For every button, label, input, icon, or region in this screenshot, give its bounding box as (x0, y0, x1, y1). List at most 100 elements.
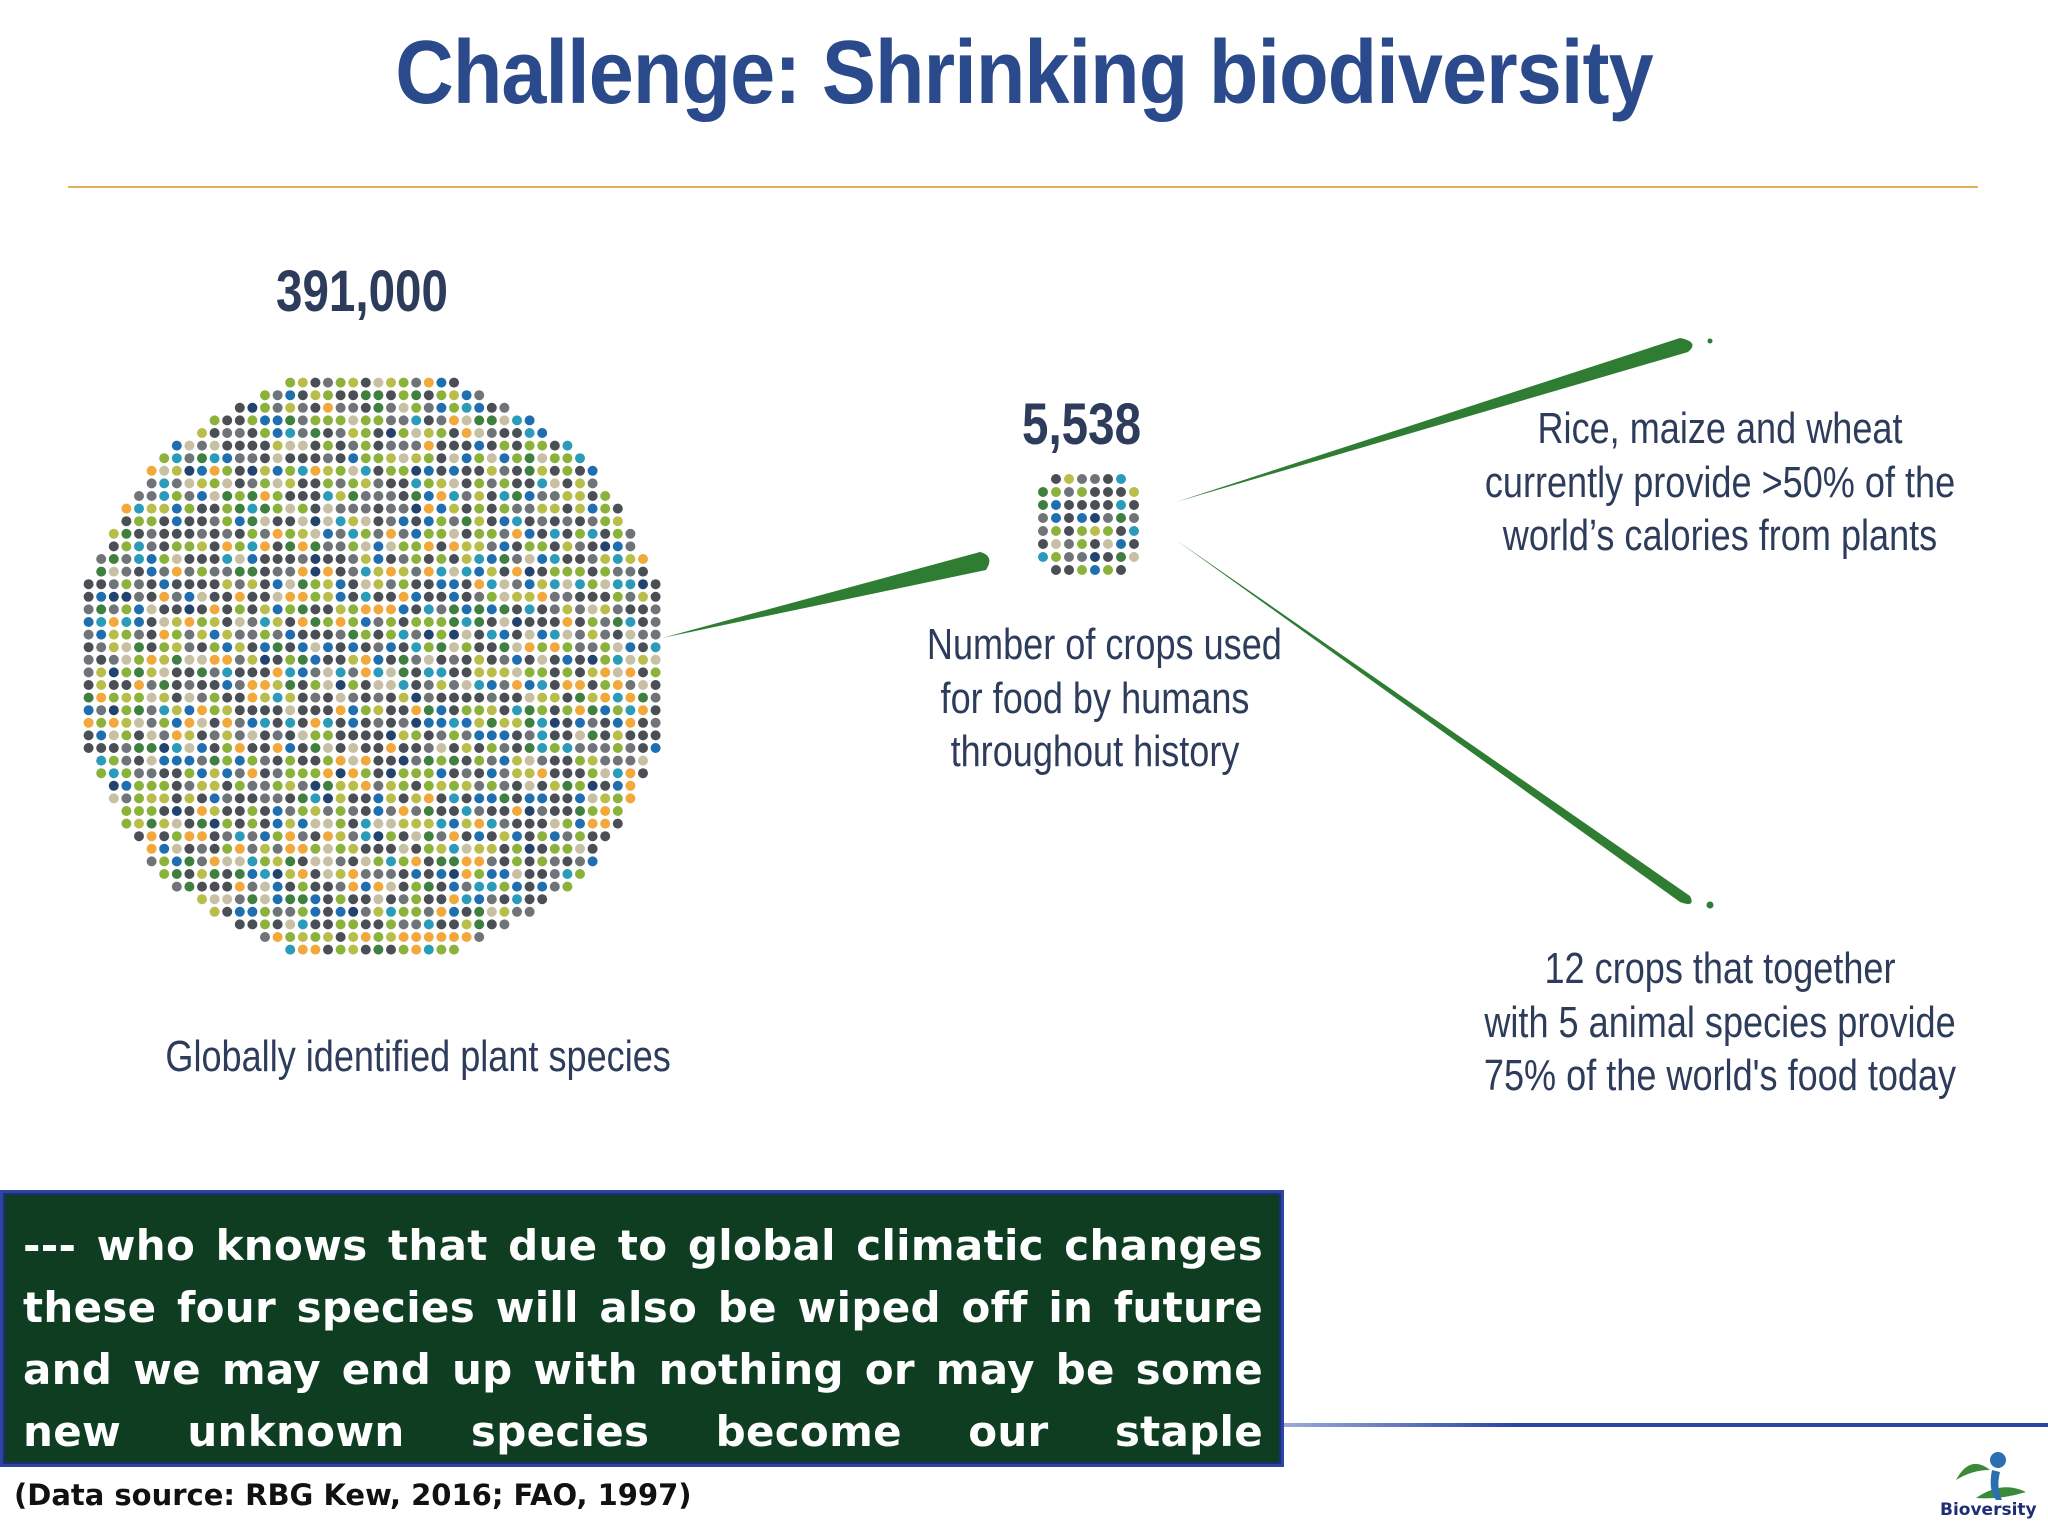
plant-species-dot (474, 856, 485, 867)
plant-species-dot (323, 554, 333, 564)
plant-species-dot (461, 755, 472, 766)
plant-species-dot (247, 755, 258, 766)
plant-species-dot (549, 629, 560, 640)
plant-species-dot (134, 793, 144, 804)
plant-species-dot (272, 516, 283, 527)
plant-species-dot (197, 856, 207, 867)
plant-species-dot (549, 554, 560, 564)
plant-species-dot (587, 743, 598, 753)
food-crops-dot (1038, 487, 1048, 497)
plant-species-dot (612, 793, 623, 804)
plant-species-dot (146, 554, 157, 564)
plant-species-dot (310, 944, 321, 955)
plant-species-dot (209, 566, 220, 577)
plant-species-dot (537, 806, 548, 816)
plant-species-dot (549, 478, 560, 489)
plant-species-dot (575, 491, 585, 501)
plant-species-dot (360, 856, 371, 867)
plant-species-dot (386, 869, 396, 879)
plant-species-dot (222, 541, 233, 552)
connector-leaf-plants-to-crops (662, 552, 990, 638)
plant-species-dot (335, 705, 346, 716)
plant-species-dot (512, 881, 522, 892)
plant-species-dot (146, 591, 157, 602)
plant-species-dot (310, 768, 321, 779)
food-crops-dot (1103, 552, 1113, 562)
plant-species-dot (436, 730, 447, 741)
plant-species-dot (575, 743, 585, 753)
plant-species-dot (436, 579, 447, 590)
plant-species-dot (297, 377, 308, 388)
plant-species-dot (461, 881, 472, 892)
plant-species-dot (474, 591, 485, 602)
page-title: Challenge: Shrinking biodiversity (395, 23, 1653, 123)
plant-species-dot (335, 831, 346, 842)
plant-species-dot (121, 780, 132, 791)
plant-species-dot (297, 617, 308, 627)
plant-species-dot (134, 591, 144, 602)
plant-species-dot (449, 768, 459, 779)
plant-species-dot (348, 831, 359, 842)
plant-species-dot (360, 881, 371, 892)
plant-species-dot (600, 604, 611, 615)
plant-species-dot (360, 554, 371, 564)
plant-species-dot (524, 642, 535, 653)
plant-species-dot (524, 541, 535, 552)
plant-species-dot (108, 692, 119, 703)
plant-species-dot (461, 768, 472, 779)
plant-species-dot (285, 881, 296, 892)
plant-species-dot (209, 843, 220, 854)
plant-species-dot (184, 780, 195, 791)
plant-species-dot (562, 881, 573, 892)
plant-species-dot (234, 806, 245, 816)
plant-species-dot (260, 793, 270, 804)
plant-species-dot (562, 554, 573, 564)
plant-species-dot (575, 667, 585, 678)
plant-species-dot (398, 629, 409, 640)
plant-species-dot (171, 453, 182, 464)
food-crops-dot (1116, 552, 1126, 562)
plant-species-dot (587, 680, 598, 690)
plant-species-dot (146, 642, 157, 653)
plant-species-dot (537, 629, 548, 640)
plant-species-dot (612, 768, 623, 779)
plant-species-dot (461, 491, 472, 501)
plant-species-dot (423, 528, 434, 539)
plant-species-dot (197, 541, 207, 552)
plant-species-dot (499, 440, 510, 451)
plant-species-dot (285, 642, 296, 653)
plant-species-dot (209, 478, 220, 489)
plant-species-dot (512, 906, 522, 917)
plant-species-dot (335, 881, 346, 892)
plant-species-dot (411, 680, 422, 690)
plant-species-dot (184, 604, 195, 615)
plant-species-dot (260, 503, 270, 514)
plant-species-dot (310, 806, 321, 816)
plant-species-dot (209, 516, 220, 527)
plant-species-dot (461, 541, 472, 552)
plant-species-dot (222, 894, 233, 905)
plant-species-dot (234, 717, 245, 728)
plant-species-dot (423, 642, 434, 653)
plant-species-dot (486, 591, 497, 602)
plant-species-dot (486, 780, 497, 791)
plant-species-dot (449, 516, 459, 527)
plant-species-dot (587, 654, 598, 665)
plant-species-dot (272, 780, 283, 791)
plant-species-dot (423, 906, 434, 917)
food-crops-dot (1077, 513, 1087, 523)
plant-species-dot (348, 667, 359, 678)
plant-species-dot (612, 743, 623, 753)
plant-species-dot (108, 541, 119, 552)
plant-species-dot (335, 503, 346, 514)
plant-species-dot (650, 579, 661, 590)
plant-species-dot (486, 402, 497, 413)
plant-species-dot (411, 743, 422, 753)
plant-species-dot (348, 528, 359, 539)
plant-species-dot (486, 503, 497, 514)
plant-species-dot (373, 629, 384, 640)
plant-species-dot (260, 869, 270, 879)
plant-species-dot (373, 780, 384, 791)
plant-species-dot (247, 453, 258, 464)
plant-species-dot (310, 730, 321, 741)
